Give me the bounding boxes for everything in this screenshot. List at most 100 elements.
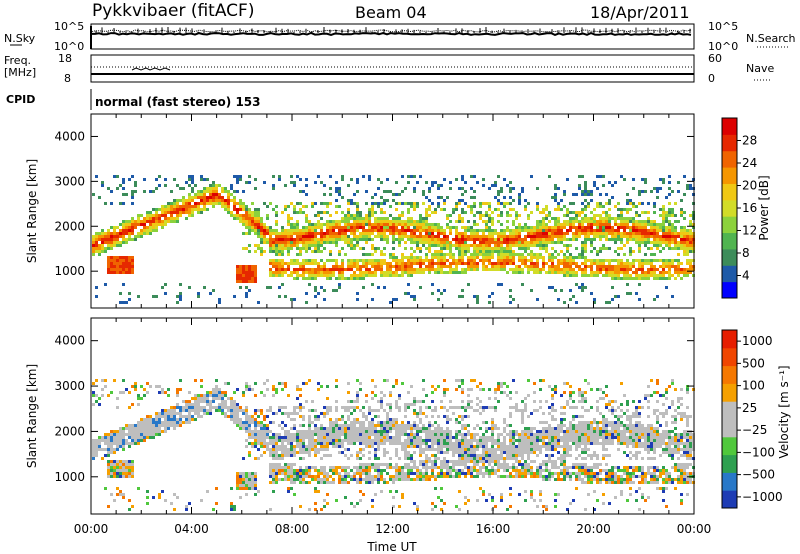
heatmap-cell: [344, 253, 347, 256]
heatmap-cell: [248, 451, 251, 454]
heatmap-cell: [602, 265, 605, 268]
heatmap-cell: [389, 205, 392, 208]
heatmap-cell: [377, 436, 380, 439]
heatmap-cell: [221, 394, 224, 397]
heatmap-cell: [578, 175, 581, 178]
heatmap-cell: [110, 238, 113, 241]
heatmap-cell: [392, 217, 395, 220]
heatmap-cell: [446, 226, 449, 229]
heatmap-cell: [452, 271, 455, 274]
heatmap-cell: [281, 226, 284, 229]
heatmap-cell: [368, 262, 371, 265]
heatmap-cell: [362, 235, 365, 238]
heatmap-cell: [281, 427, 284, 430]
heatmap-cell: [158, 184, 161, 187]
heatmap-cell: [281, 250, 284, 253]
heatmap-cell: [248, 274, 251, 277]
heatmap-cell: [680, 268, 683, 271]
heatmap-cell: [341, 406, 344, 409]
heatmap-cell: [236, 178, 239, 181]
heatmap-cell: [230, 418, 233, 421]
heatmap-cell: [380, 436, 383, 439]
heatmap-cell: [248, 208, 251, 211]
heatmap-cell: [407, 175, 410, 178]
heatmap-cell: [155, 220, 158, 223]
heatmap-cell: [539, 244, 542, 247]
heatmap-cell: [116, 445, 119, 448]
heatmap-cell: [467, 265, 470, 268]
heatmap-cell: [653, 259, 656, 262]
heatmap-cell: [500, 247, 503, 250]
heatmap-cell: [296, 235, 299, 238]
heatmap-cell: [485, 256, 488, 259]
heatmap-cell: [296, 478, 299, 481]
heatmap-cell: [644, 259, 647, 262]
heatmap-cell: [584, 190, 587, 193]
heatmap-cell: [140, 385, 143, 388]
heatmap-cell: [467, 256, 470, 259]
heatmap-cell: [323, 439, 326, 442]
heatmap-cell: [509, 214, 512, 217]
heatmap-cell: [689, 235, 692, 238]
heatmap-cell: [374, 463, 377, 466]
heatmap-cell: [407, 457, 410, 460]
heatmap-cell: [368, 436, 371, 439]
heatmap-cell: [539, 226, 542, 229]
heatmap-cell: [452, 262, 455, 265]
heatmap-cell: [443, 241, 446, 244]
heatmap-cell: [575, 238, 578, 241]
heatmap-cell: [443, 262, 446, 265]
heatmap-cell: [599, 205, 602, 208]
heatmap-cell: [110, 433, 113, 436]
heatmap-cell: [308, 226, 311, 229]
heatmap-cell: [557, 253, 560, 256]
heatmap-cell: [398, 223, 401, 226]
heatmap-cell: [401, 220, 404, 223]
heatmap-cell: [371, 253, 374, 256]
heatmap-cell: [569, 259, 572, 262]
heatmap-cell: [407, 406, 410, 409]
heatmap-cell: [371, 214, 374, 217]
heatmap-cell: [131, 220, 134, 223]
heatmap-cell: [401, 448, 404, 451]
heatmap-cell: [314, 451, 317, 454]
heatmap-cell: [311, 250, 314, 253]
heatmap-cell: [362, 430, 365, 433]
heatmap-cell: [374, 268, 377, 271]
heatmap-cell: [668, 202, 671, 205]
heatmap-cell: [257, 247, 260, 250]
heatmap-cell: [368, 430, 371, 433]
heatmap-cell: [191, 187, 194, 190]
heatmap-cell: [683, 274, 686, 277]
heatmap-cell: [293, 451, 296, 454]
heatmap-cell: [425, 214, 428, 217]
heatmap-cell: [116, 472, 119, 475]
heatmap-cell: [137, 436, 140, 439]
heatmap-cell: [386, 238, 389, 241]
y-tick-label: 2000: [54, 219, 85, 233]
heatmap-cell: [470, 205, 473, 208]
heatmap-cell: [356, 397, 359, 400]
heatmap-cell: [269, 439, 272, 442]
heatmap-cell: [122, 238, 125, 241]
heatmap-cell: [128, 466, 131, 469]
heatmap-cell: [368, 478, 371, 481]
heatmap-cell: [617, 262, 620, 265]
heatmap-cell: [359, 490, 362, 493]
heatmap-cell: [593, 229, 596, 232]
heatmap-cell: [347, 400, 350, 403]
heatmap-cell: [629, 202, 632, 205]
heatmap-cell: [554, 196, 557, 199]
heatmap-cell: [527, 202, 530, 205]
heatmap-cell: [287, 487, 290, 490]
heatmap-cell: [350, 475, 353, 478]
heatmap-cell: [365, 442, 368, 445]
heatmap-cell: [407, 220, 410, 223]
nsky-label: N.Sky: [4, 32, 36, 45]
heatmap-cell: [497, 265, 500, 268]
heatmap-cell: [176, 412, 179, 415]
heatmap-cell: [284, 445, 287, 448]
heatmap-cell: [107, 466, 110, 469]
heatmap-cell: [353, 400, 356, 403]
heatmap-cell: [383, 223, 386, 226]
